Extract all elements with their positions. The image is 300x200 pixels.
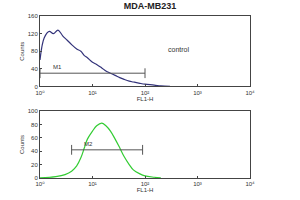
svg-text:10⁰: 10⁰ [35, 181, 45, 187]
svg-text:0: 0 [34, 84, 38, 90]
svg-text:40: 40 [31, 66, 38, 72]
svg-text:60: 60 [31, 135, 38, 141]
svg-text:10²: 10² [141, 181, 150, 187]
svg-text:MDA-MB231: MDA-MB231 [124, 1, 177, 11]
svg-text:80: 80 [31, 48, 38, 54]
svg-text:M2: M2 [84, 141, 93, 147]
svg-text:10³: 10³ [193, 90, 202, 96]
svg-text:20: 20 [31, 162, 38, 168]
svg-text:0: 0 [34, 175, 38, 181]
svg-text:control: control [168, 46, 189, 53]
svg-text:10³: 10³ [193, 181, 202, 187]
svg-text:FL1-H: FL1-H [137, 96, 154, 102]
svg-text:10¹: 10¹ [88, 181, 97, 187]
svg-text:10¹: 10¹ [88, 90, 97, 96]
svg-text:10⁰: 10⁰ [35, 90, 45, 96]
svg-text:10⁴: 10⁴ [245, 181, 255, 187]
svg-text:100: 100 [28, 108, 39, 114]
svg-text:Counts: Counts [19, 135, 25, 154]
svg-text:120: 120 [28, 31, 39, 37]
svg-text:40: 40 [31, 148, 38, 154]
svg-text:160: 160 [28, 13, 39, 19]
svg-text:80: 80 [31, 122, 38, 128]
svg-text:FL1-H: FL1-H [137, 187, 154, 193]
svg-text:10²: 10² [141, 90, 150, 96]
svg-text:M1: M1 [53, 64, 62, 70]
svg-text:Counts: Counts [19, 42, 25, 61]
svg-text:10⁴: 10⁴ [245, 90, 255, 96]
